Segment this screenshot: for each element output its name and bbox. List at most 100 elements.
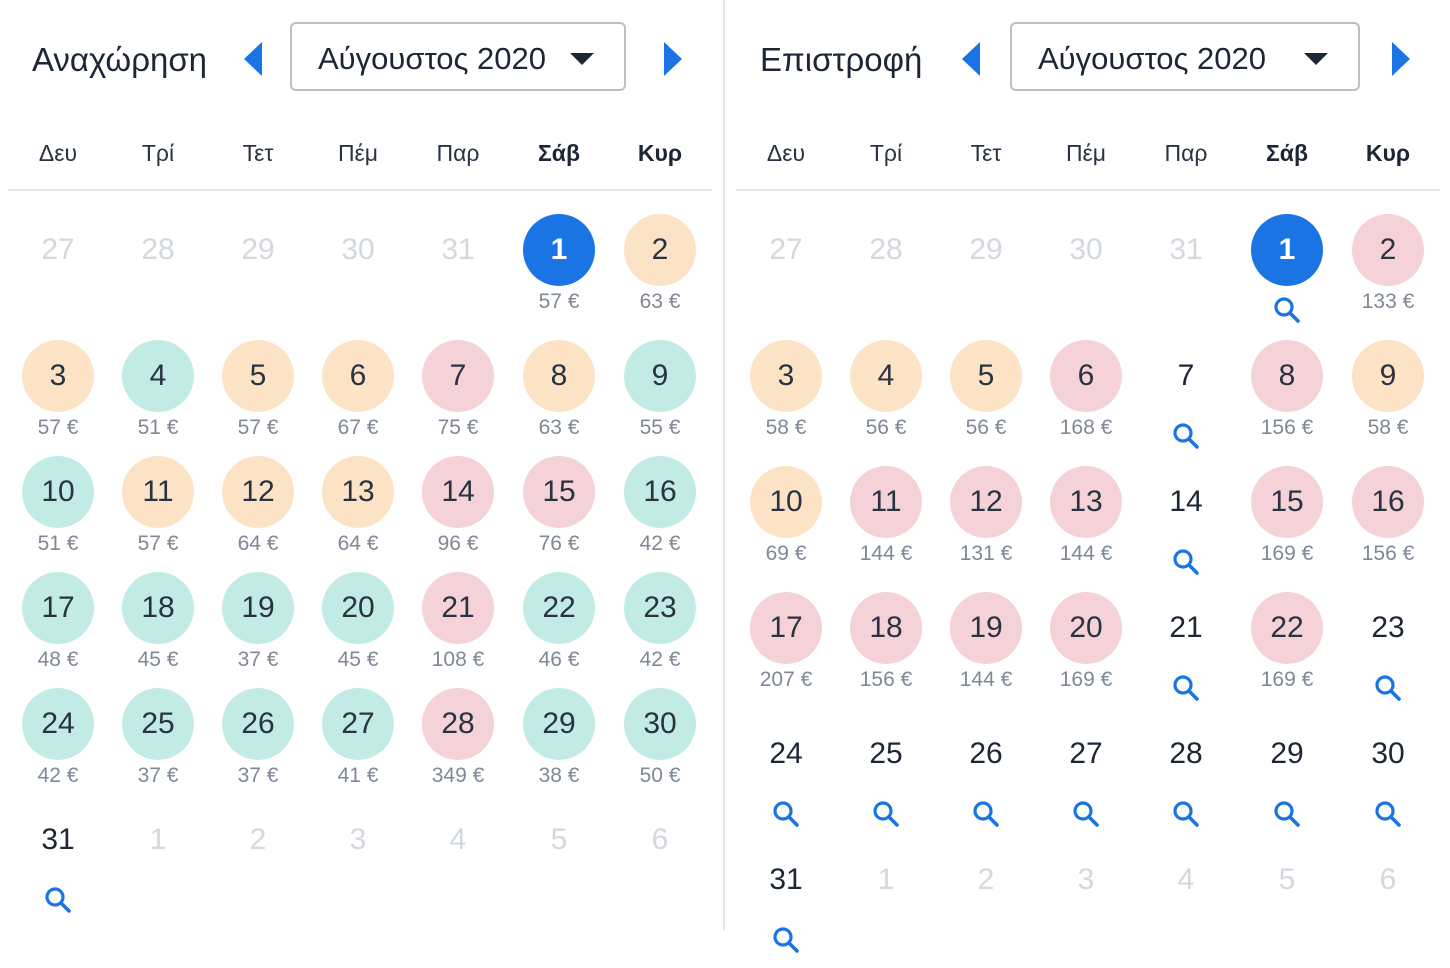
search-icon[interactable]: [44, 886, 72, 914]
calendar-day[interactable]: 28: [1141, 718, 1231, 828]
day-number: 13: [341, 475, 375, 508]
day-number: 31: [441, 233, 475, 266]
calendar-day[interactable]: 5 57 €: [213, 340, 303, 450]
day-price-indicator: [523, 340, 595, 412]
calendar-day[interactable]: 30: [1343, 718, 1433, 828]
calendar-day[interactable]: 9 58 €: [1343, 340, 1433, 450]
day-number: 30: [1371, 737, 1405, 770]
calendar-day[interactable]: 13 144 €: [1041, 466, 1131, 576]
calendar-day[interactable]: 18 45 €: [113, 572, 203, 682]
calendar-day[interactable]: 7: [1141, 340, 1231, 450]
day-number: 21: [1169, 611, 1203, 644]
day-number: 16: [1371, 485, 1405, 518]
calendar-day[interactable]: 22 46 €: [514, 572, 604, 682]
calendar-day[interactable]: 17 48 €: [13, 572, 103, 682]
calendar-day[interactable]: 31: [13, 804, 103, 914]
day-price: 67 €: [337, 416, 379, 439]
calendar-day[interactable]: 3 58 €: [741, 340, 831, 450]
calendar-day[interactable]: 29 38 €: [514, 688, 604, 798]
search-icon[interactable]: [772, 926, 800, 954]
day-number: 28: [1169, 737, 1203, 770]
prev-month-button[interactable]: [240, 40, 266, 78]
calendar-day[interactable]: 22 169 €: [1242, 592, 1332, 702]
calendar-day[interactable]: 5 56 €: [941, 340, 1031, 450]
calendar-day[interactable]: 17 207 €: [741, 592, 831, 702]
calendar-day[interactable]: 8 156 €: [1242, 340, 1332, 450]
calendar-day[interactable]: 21 108 €: [413, 572, 503, 682]
calendar-day[interactable]: 25: [841, 718, 931, 828]
calendar-day[interactable]: 23 42 €: [615, 572, 705, 682]
calendar-day[interactable]: 13 64 €: [313, 456, 403, 566]
calendar-day[interactable]: 26: [941, 718, 1031, 828]
calendar-day[interactable]: 14 96 €: [413, 456, 503, 566]
calendar-day[interactable]: 21: [1141, 592, 1231, 702]
calendar-day[interactable]: 6 67 €: [313, 340, 403, 450]
calendar-day[interactable]: 12 64 €: [213, 456, 303, 566]
calendar-day[interactable]: 29: [1242, 718, 1332, 828]
day-number: 28: [141, 233, 175, 266]
calendar-day[interactable]: 18 156 €: [841, 592, 931, 702]
calendar-day[interactable]: 31: [741, 844, 831, 954]
calendar-day[interactable]: 23: [1343, 592, 1433, 702]
calendar-day[interactable]: 16 156 €: [1343, 466, 1433, 576]
day-price-indicator: [422, 456, 494, 528]
calendar-day[interactable]: 24: [741, 718, 831, 828]
calendar-day[interactable]: 10 69 €: [741, 466, 831, 576]
calendar-day[interactable]: 20 169 €: [1041, 592, 1131, 702]
calendar-day[interactable]: 2 63 €: [615, 214, 705, 324]
day-number: 25: [869, 737, 903, 770]
calendar-day[interactable]: 11 57 €: [113, 456, 203, 566]
calendar-day-selected[interactable]: 1: [1242, 214, 1332, 324]
calendar-day-selected[interactable]: 1 57 €: [514, 214, 604, 324]
calendar-day[interactable]: 27: [1041, 718, 1131, 828]
day-price: 69 €: [765, 542, 807, 565]
calendar-day[interactable]: 3 57 €: [13, 340, 103, 450]
search-icon[interactable]: [1374, 674, 1402, 702]
search-icon[interactable]: [972, 800, 1000, 828]
chevron-right-icon: [664, 42, 682, 76]
calendar-day[interactable]: 24 42 €: [13, 688, 103, 798]
calendar-day[interactable]: 28 349 €: [413, 688, 503, 798]
search-icon[interactable]: [1273, 296, 1301, 324]
search-icon[interactable]: [1172, 422, 1200, 450]
calendar-day[interactable]: 20 45 €: [313, 572, 403, 682]
calendar-day[interactable]: 15 169 €: [1242, 466, 1332, 576]
calendar-day[interactable]: 19 144 €: [941, 592, 1031, 702]
calendar-day[interactable]: 14: [1141, 466, 1231, 576]
calendar-day[interactable]: 25 37 €: [113, 688, 203, 798]
search-icon[interactable]: [872, 800, 900, 828]
calendar-day[interactable]: 2 133 €: [1343, 214, 1433, 324]
search-icon[interactable]: [1172, 674, 1200, 702]
search-icon[interactable]: [1273, 800, 1301, 828]
search-icon[interactable]: [1072, 800, 1100, 828]
search-icon[interactable]: [1374, 800, 1402, 828]
calendar-day[interactable]: 8 63 €: [514, 340, 604, 450]
calendar-day[interactable]: 7 75 €: [413, 340, 503, 450]
calendar-day[interactable]: 15 76 €: [514, 456, 604, 566]
day-price-indicator: [1251, 466, 1323, 538]
search-icon[interactable]: [772, 800, 800, 828]
calendar-day[interactable]: 30 50 €: [615, 688, 705, 798]
calendar-day[interactable]: 19 37 €: [213, 572, 303, 682]
calendar-day[interactable]: 6 168 €: [1041, 340, 1131, 450]
calendar-day[interactable]: 26 37 €: [213, 688, 303, 798]
calendar-day[interactable]: 9 55 €: [615, 340, 705, 450]
prev-month-button[interactable]: [958, 40, 984, 78]
weekday-label: Τρί: [141, 140, 175, 166]
calendar-day[interactable]: 4 51 €: [113, 340, 203, 450]
day-price-indicator: [523, 572, 595, 644]
calendar-day[interactable]: 16 42 €: [615, 456, 705, 566]
day-price-indicator: [422, 572, 494, 644]
search-icon[interactable]: [1172, 548, 1200, 576]
calendar-day[interactable]: 11 144 €: [841, 466, 931, 576]
next-month-button[interactable]: [1388, 40, 1414, 78]
calendar-day[interactable]: 27 41 €: [313, 688, 403, 798]
search-icon[interactable]: [1172, 800, 1200, 828]
month-dropdown[interactable]: Αύγουστος 2020: [290, 22, 626, 91]
day-number: 12: [969, 485, 1003, 518]
next-month-button[interactable]: [660, 40, 686, 78]
calendar-day[interactable]: 4 56 €: [841, 340, 931, 450]
calendar-day[interactable]: 10 51 €: [13, 456, 103, 566]
month-dropdown[interactable]: Αύγουστος 2020: [1010, 22, 1360, 91]
calendar-day[interactable]: 12 131 €: [941, 466, 1031, 576]
